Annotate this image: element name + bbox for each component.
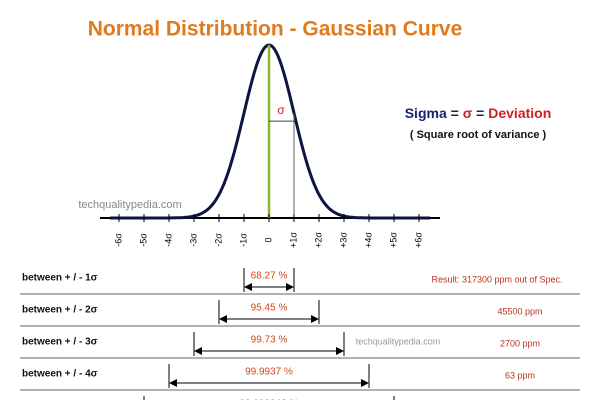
sigma-label: σ — [277, 103, 285, 117]
axis-label: +2σ — [313, 232, 323, 248]
axis-label: -2σ — [213, 233, 223, 247]
row-label: between + / - 1σ — [22, 273, 98, 284]
axis-label: -5σ — [138, 233, 148, 247]
axis-label: -6σ — [113, 233, 123, 247]
sigma-definition: Sigma = σ = Deviation — [405, 105, 552, 121]
deviation-word: Deviation — [488, 105, 551, 121]
row-result: 63 ppm — [505, 370, 535, 380]
row-label: between + / - 3σ — [22, 337, 98, 348]
equals: = — [476, 105, 484, 121]
sigma-word: Sigma — [405, 105, 447, 121]
row-label: between + / - 2σ — [22, 305, 98, 316]
title: Normal Distribution - Gaussian Curve — [88, 18, 463, 41]
row-result: Result: 317300 ppm out of Spec. — [431, 274, 562, 284]
row-result: 45500 ppm — [497, 306, 542, 316]
row-result: 2700 ppm — [500, 338, 540, 348]
axis-label: +5σ — [388, 232, 398, 248]
row-percent: 95.45 % — [251, 303, 288, 314]
axis-label: +3σ — [338, 232, 348, 248]
equals: = — [451, 105, 459, 121]
row-percent: 99.999943 % — [240, 399, 299, 400]
axis-label: +4σ — [363, 232, 373, 248]
watermark: techqualitypedia.com — [356, 336, 441, 346]
row-percent: 68.27 % — [251, 271, 288, 282]
axis-label: +6σ — [413, 232, 423, 248]
row-percent: 99.9937 % — [245, 367, 293, 378]
variance-note: ( Square root of variance ) — [410, 129, 547, 141]
table: between + / - 1σ 68.27 % Result: 317300 pp… — [20, 268, 580, 400]
curve-layer: σ -6σ -5σ -4σ -3σ -2σ -1σ 0 +1σ +2σ +3σ +4σ +5σ +6σ — [110, 43, 430, 248]
sigma-symbol: σ — [463, 105, 473, 121]
axis-label: -3σ — [188, 233, 198, 247]
axis-label: +1σ — [288, 232, 298, 248]
watermark: techqualitypedia.com — [78, 199, 181, 211]
row-percent: 99.73 % — [251, 335, 288, 346]
row-label: between + / - 4σ — [22, 369, 98, 380]
axis-label: -4σ — [163, 233, 173, 247]
axis-label: -1σ — [238, 233, 248, 247]
axis-label: 0 — [263, 237, 273, 242]
